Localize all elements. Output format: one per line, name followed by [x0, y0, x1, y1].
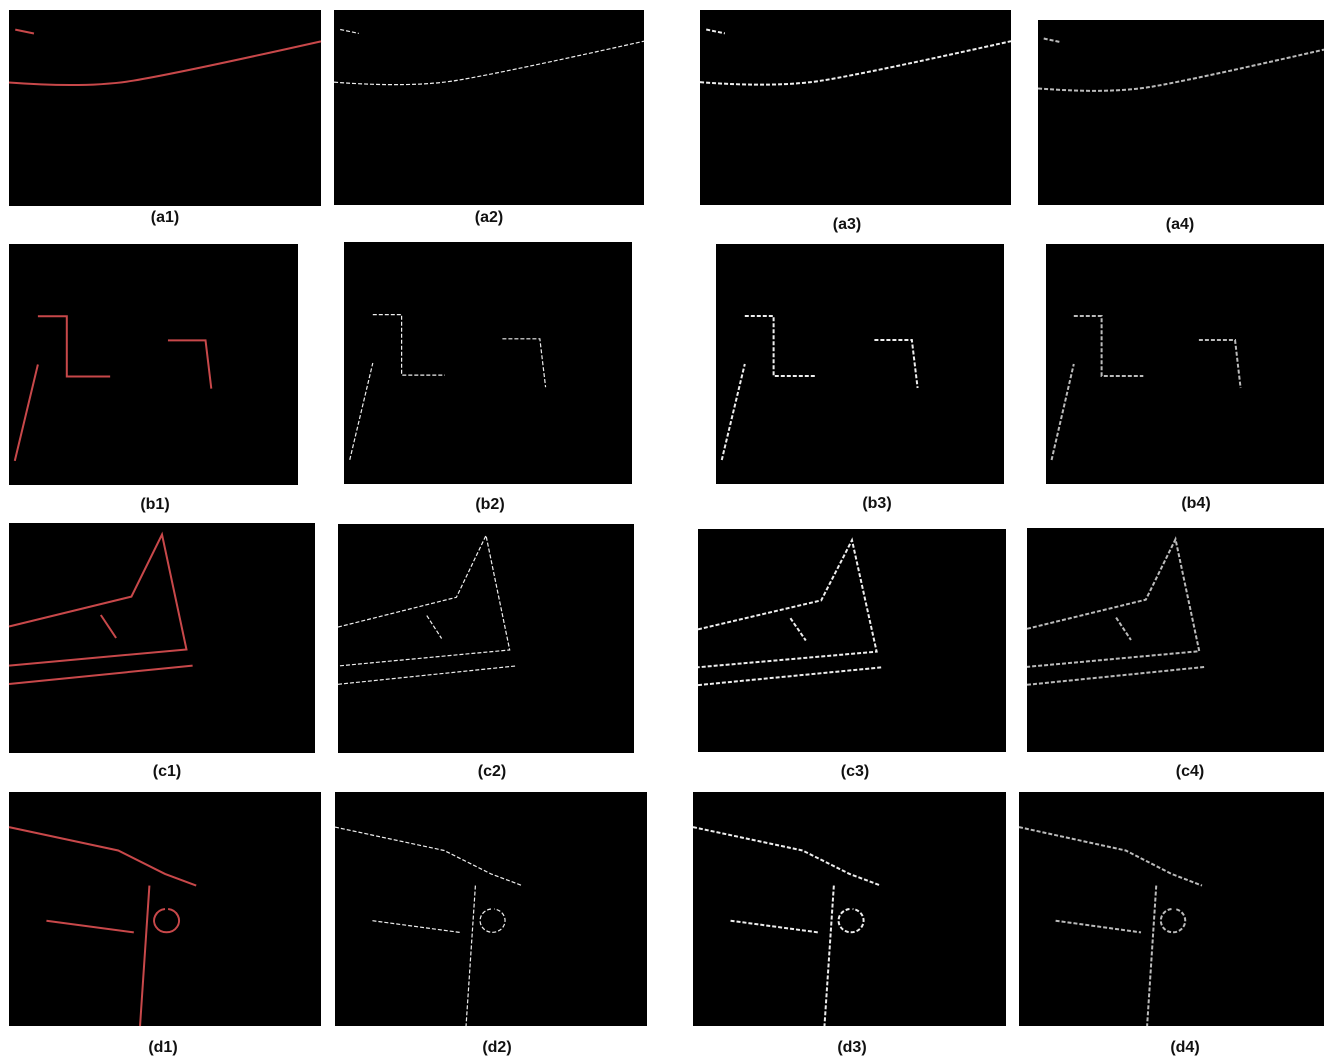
panel-image: [1038, 20, 1324, 205]
panel: (d1): [9, 792, 321, 1056]
panel: (c1): [9, 523, 315, 780]
panel: (a3): [700, 10, 1011, 233]
panel-label: (b1): [140, 496, 169, 513]
panel-label: (c3): [841, 763, 869, 780]
panel-label: (c4): [1176, 763, 1204, 780]
figure: (a1) (a2) (a3) (a4) (b1) (b2) (b3) (b4) (c1) (c2)…: [0, 0, 1325, 1057]
panel: (b4): [1046, 244, 1324, 512]
panel-label: (a2): [475, 209, 503, 226]
panel-label: (b3): [862, 495, 891, 512]
panel: (a4): [1038, 20, 1324, 233]
panel-image: [1027, 528, 1324, 752]
panel: (b1): [9, 244, 298, 513]
panel-label: (a3): [833, 216, 861, 233]
panel-image: [9, 10, 321, 206]
panel-label: (a1): [151, 209, 179, 226]
panel: (c2): [338, 524, 634, 780]
panel: (c4): [1027, 528, 1324, 780]
panel: (c3): [698, 529, 1006, 780]
panel-image: [1046, 244, 1324, 484]
panel-label: (c2): [478, 763, 506, 780]
panel-image: [698, 529, 1006, 752]
panel-image: [700, 10, 1011, 205]
panel-label: (d1): [148, 1039, 177, 1056]
panel: (b3): [716, 244, 1004, 512]
panel-image: [9, 523, 315, 753]
panel-image: [9, 244, 298, 485]
panel: (d2): [335, 792, 647, 1056]
panel-label: (d2): [482, 1039, 511, 1056]
panel-image: [334, 10, 644, 205]
panel: (d3): [693, 792, 1006, 1056]
panel-image: [344, 242, 632, 484]
panel-label: (b4): [1181, 495, 1210, 512]
panel-label: (c1): [153, 763, 181, 780]
panel-label: (b2): [475, 496, 504, 513]
panel: (b2): [344, 242, 632, 513]
panel: (d4): [1019, 792, 1324, 1056]
panel: (a2): [334, 10, 644, 226]
panel-image: [338, 524, 634, 753]
panel-label: (d3): [837, 1039, 866, 1056]
panel-label: (a4): [1166, 216, 1194, 233]
panel-image: [716, 244, 1004, 484]
panel: (a1): [9, 10, 321, 226]
panel-label: (d4): [1170, 1039, 1199, 1056]
